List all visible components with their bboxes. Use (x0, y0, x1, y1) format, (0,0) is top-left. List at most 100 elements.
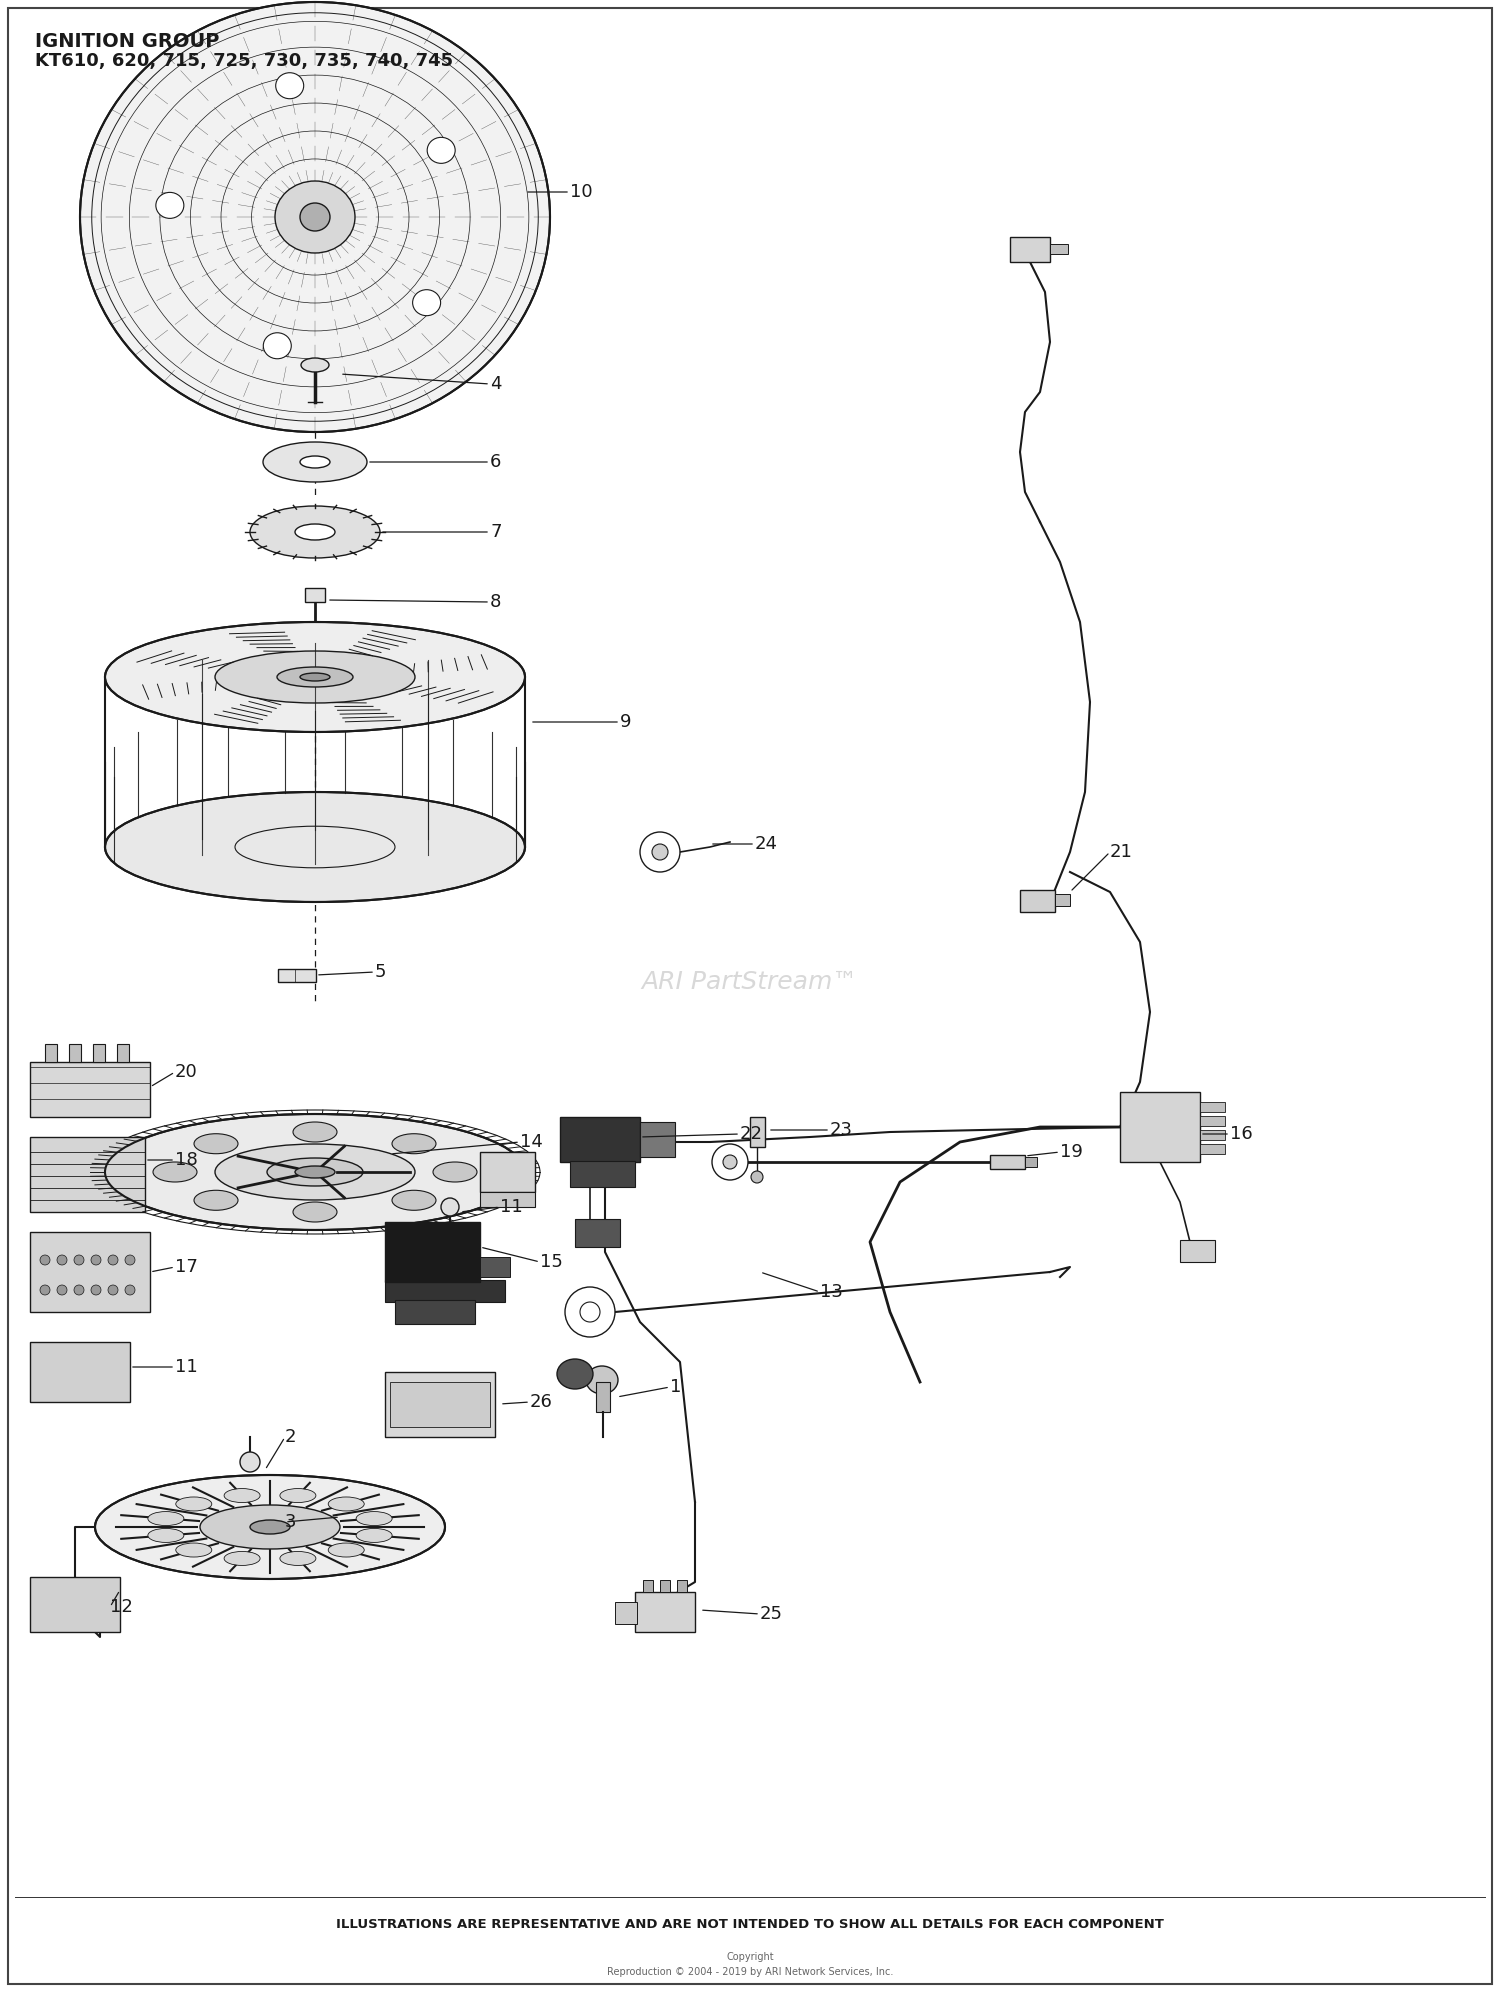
Ellipse shape (300, 673, 330, 681)
Ellipse shape (251, 506, 380, 558)
Bar (386, 1372, 495, 1436)
Text: 25: 25 (760, 1606, 783, 1623)
Ellipse shape (176, 1496, 211, 1512)
Circle shape (40, 1255, 50, 1265)
Ellipse shape (427, 137, 454, 163)
Ellipse shape (433, 1161, 477, 1181)
Circle shape (57, 1285, 68, 1295)
Ellipse shape (302, 359, 328, 373)
Bar (304, 588, 326, 602)
Text: 15: 15 (540, 1253, 562, 1271)
Text: 13: 13 (821, 1283, 843, 1301)
Text: 9: 9 (620, 713, 632, 731)
Circle shape (580, 1303, 600, 1323)
Bar (386, 1281, 506, 1303)
Ellipse shape (292, 1121, 338, 1141)
Text: 1: 1 (670, 1378, 681, 1396)
Ellipse shape (176, 1544, 211, 1558)
Text: 19: 19 (1060, 1143, 1083, 1161)
Text: 4: 4 (490, 374, 501, 392)
Ellipse shape (356, 1512, 392, 1526)
Ellipse shape (556, 1359, 592, 1388)
Bar (30, 1062, 150, 1118)
Circle shape (752, 1171, 764, 1183)
Text: Copyright: Copyright (726, 1952, 774, 1962)
Text: ARI PartStream™: ARI PartStream™ (642, 970, 858, 994)
Bar (278, 968, 296, 982)
Circle shape (240, 1452, 260, 1472)
Ellipse shape (392, 1191, 436, 1211)
Circle shape (108, 1285, 118, 1295)
Bar (1200, 1129, 1225, 1139)
Bar (480, 1151, 536, 1191)
Circle shape (92, 1255, 100, 1265)
Ellipse shape (280, 1552, 316, 1566)
Bar (560, 1118, 640, 1161)
Text: 21: 21 (1110, 843, 1132, 861)
Text: 11: 11 (500, 1197, 522, 1215)
Text: 11: 11 (176, 1359, 198, 1376)
Text: 2: 2 (285, 1428, 297, 1446)
Bar (1050, 243, 1068, 255)
Bar (480, 1191, 536, 1207)
Bar (990, 1155, 1024, 1169)
Bar (45, 1044, 57, 1062)
Ellipse shape (264, 333, 291, 359)
Circle shape (108, 1255, 118, 1265)
Bar (30, 1578, 120, 1631)
Bar (615, 1602, 638, 1623)
Circle shape (74, 1255, 84, 1265)
Text: 18: 18 (176, 1151, 198, 1169)
Bar (570, 1161, 634, 1187)
Text: 17: 17 (176, 1259, 198, 1277)
Ellipse shape (300, 203, 330, 231)
Ellipse shape (392, 1133, 436, 1153)
Bar (1054, 894, 1070, 906)
Bar (390, 1382, 490, 1426)
Ellipse shape (80, 2, 550, 432)
Bar (676, 1580, 687, 1592)
Ellipse shape (292, 1201, 338, 1221)
Text: Reproduction © 2004 - 2019 by ARI Network Services, Inc.: Reproduction © 2004 - 2019 by ARI Networ… (608, 1966, 892, 1976)
Ellipse shape (105, 622, 525, 731)
Ellipse shape (296, 1165, 334, 1177)
Ellipse shape (200, 1506, 340, 1550)
Ellipse shape (153, 1161, 197, 1181)
Text: IGNITION GROUP: IGNITION GROUP (34, 32, 219, 52)
Circle shape (566, 1287, 615, 1337)
Bar (644, 1580, 652, 1592)
Ellipse shape (413, 289, 441, 315)
Text: 6: 6 (490, 452, 501, 470)
Bar (660, 1580, 670, 1592)
Bar (596, 1382, 610, 1412)
Bar (278, 968, 316, 982)
Ellipse shape (148, 1512, 184, 1526)
Text: 16: 16 (1230, 1125, 1252, 1143)
Bar (117, 1044, 129, 1062)
Ellipse shape (251, 1520, 290, 1534)
Circle shape (712, 1143, 748, 1179)
Ellipse shape (156, 193, 184, 219)
Bar (1200, 1102, 1225, 1112)
Ellipse shape (194, 1191, 238, 1211)
Ellipse shape (356, 1528, 392, 1542)
Circle shape (124, 1285, 135, 1295)
Bar (1200, 1116, 1225, 1125)
Ellipse shape (328, 1496, 364, 1512)
Circle shape (723, 1155, 736, 1169)
Bar (1010, 237, 1050, 263)
Circle shape (652, 845, 668, 861)
Text: 24: 24 (754, 835, 778, 853)
Bar (1020, 890, 1054, 912)
Text: KT610, 620, 715, 725, 730, 735, 740, 745: KT610, 620, 715, 725, 730, 735, 740, 745 (34, 52, 453, 70)
Bar (1180, 1239, 1215, 1263)
Ellipse shape (267, 1157, 363, 1185)
Text: 26: 26 (530, 1392, 554, 1410)
Ellipse shape (224, 1552, 260, 1566)
Text: ILLUSTRATIONS ARE REPRESENTATIVE AND ARE NOT INTENDED TO SHOW ALL DETAILS FOR EA: ILLUSTRATIONS ARE REPRESENTATIVE AND ARE… (336, 1918, 1164, 1930)
Text: 7: 7 (490, 524, 501, 542)
Bar (1024, 1157, 1036, 1167)
Ellipse shape (224, 1488, 260, 1502)
Bar (750, 1118, 765, 1147)
Ellipse shape (328, 1544, 364, 1558)
